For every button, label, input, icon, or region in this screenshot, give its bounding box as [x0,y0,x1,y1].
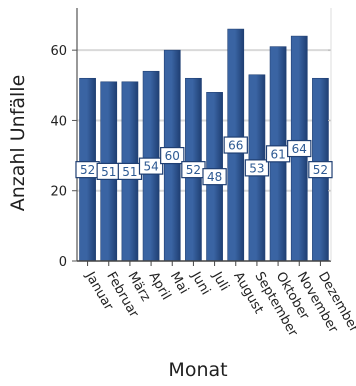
data-label-juni: 52 [181,161,206,179]
data-label-text: 64 [292,142,307,156]
data-label-januar: 52 [75,161,100,179]
data-label-text: 52 [80,163,95,177]
data-label-box [244,159,270,177]
data-label-box [202,168,227,186]
y-tick-label: 0 [59,255,67,270]
data-label-august: 66 [223,136,248,154]
data-label-text: 60 [165,149,180,163]
data-label-box [138,157,164,175]
x-axis-title: Monat [168,359,227,381]
data-label-april: 54 [138,157,164,175]
data-label-dezember: 52 [308,161,333,179]
data-label-juli: 48 [202,168,227,186]
data-label-layer: 52 51 51 54 60 52 48 66 53 61 64 52 [75,136,333,186]
data-label-text: 52 [186,163,201,177]
data-label-februar: 51 [96,162,121,180]
y-tick-label: 40 [50,114,67,129]
y-tick-label: 60 [50,44,67,59]
y-axis-title: Anzahl Unfälle [7,75,29,212]
data-label-text: 53 [249,161,264,175]
data-label-text: 54 [143,160,158,174]
data-label-oktober: 61 [265,145,291,163]
x-tick-label: Juni [187,269,212,298]
data-label-text: 61 [270,147,285,161]
data-label-box [308,161,333,179]
data-label-text: 52 [313,163,328,177]
data-label-september: 53 [244,159,270,177]
data-label-märz: 51 [117,162,143,180]
data-label-text: 66 [228,139,243,153]
y-tick-label: 20 [50,185,67,200]
data-label-box [223,136,248,154]
data-label-box [287,139,312,158]
grid-layer [77,49,331,192]
data-label-text: 51 [101,165,116,179]
data-label-november: 64 [287,139,312,158]
data-label-box [160,146,185,165]
data-label-text: 48 [207,170,222,184]
data-label-text: 51 [122,165,137,179]
data-label-mai: 60 [160,146,185,165]
